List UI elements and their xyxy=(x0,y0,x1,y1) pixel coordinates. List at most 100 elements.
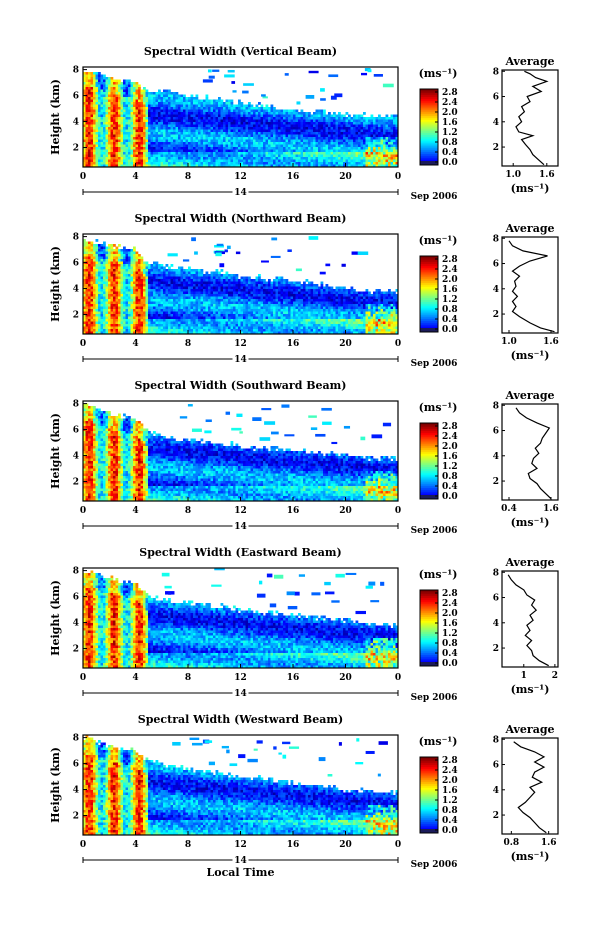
y-axis-label: Height (km) xyxy=(49,413,62,489)
colorbar-frame xyxy=(419,589,439,667)
colorbar-cell xyxy=(420,90,438,94)
colorbar-cell xyxy=(420,827,438,830)
colorbar-cell xyxy=(420,485,438,488)
y-tick-label: 4 xyxy=(73,285,79,295)
colorbar-tick-label: 2.8 xyxy=(442,756,458,766)
colorbar-tick-label: 2.0 xyxy=(442,108,458,118)
average-x-axis-label: (ms⁻¹) xyxy=(511,182,550,195)
average-profile-line xyxy=(515,407,552,500)
colorbar-unit: (ms⁻¹) xyxy=(419,401,458,414)
average-y-tick-label: 2 xyxy=(493,310,499,320)
panel-title: Spectral Width (Eastward Beam) xyxy=(139,546,341,559)
colorbar-cell xyxy=(420,96,438,99)
colorbar-tick-label: 1.2 xyxy=(442,295,458,305)
colorbar-cell xyxy=(420,810,438,813)
date-label: Sep 2006 xyxy=(411,359,458,369)
average-x-axis-label: (ms⁻¹) xyxy=(511,349,550,362)
colorbar-cell xyxy=(420,271,438,274)
colorbar-cell xyxy=(420,316,438,320)
colorbar-cell xyxy=(420,146,438,149)
panel-4: Spectral Width (Westward Beam) 2 4 6 8 Height… xyxy=(49,713,559,879)
average-profile-line xyxy=(515,70,549,166)
average-profile-line xyxy=(513,741,547,834)
average-y-tick-label: 8 xyxy=(493,735,499,745)
colorbar-cell xyxy=(420,294,438,297)
colorbar-cell xyxy=(420,309,438,312)
colorbar-cell xyxy=(420,791,438,794)
colorbar-tick-label: 0.4 xyxy=(442,482,458,492)
colorbar-cell xyxy=(420,483,438,487)
colorbar-cell xyxy=(420,320,438,323)
colorbar-tick-label: 1.2 xyxy=(442,128,458,138)
colorbar-cell xyxy=(420,599,438,602)
x-tick-label: 0 xyxy=(80,840,86,850)
colorbar-cell xyxy=(420,147,438,151)
colorbar-cell xyxy=(420,98,438,101)
x-tick-label: 8 xyxy=(185,840,191,850)
colorbar-cell xyxy=(420,453,438,456)
colorbar-cell xyxy=(420,138,438,141)
y-tick-label: 8 xyxy=(73,400,79,410)
x-tick-label: 0 xyxy=(80,673,86,683)
colorbar-cell xyxy=(420,153,438,156)
x-tick-label: 12 xyxy=(234,506,247,516)
y-tick-label: 8 xyxy=(73,567,79,577)
colorbar-cell xyxy=(420,136,438,139)
colorbar-cell xyxy=(420,491,438,494)
colorbar-cell xyxy=(420,777,438,781)
colorbar-cell xyxy=(420,652,438,655)
x-tick-label: 12 xyxy=(234,172,247,182)
colorbar-tick-label: 2.0 xyxy=(442,609,458,619)
colorbar-cell xyxy=(420,115,438,118)
colorbar-cell xyxy=(420,318,438,321)
colorbar-cell xyxy=(420,770,438,773)
colorbar-cell xyxy=(420,273,438,276)
panel-title: Spectral Width (Vertical Beam) xyxy=(144,45,337,58)
colorbar-cell xyxy=(420,436,438,439)
colorbar-tick-label: 2.4 xyxy=(442,98,458,108)
colorbar-cell xyxy=(420,434,438,437)
x-tick-label: 12 xyxy=(234,673,247,683)
colorbar-cell xyxy=(420,326,438,329)
date-day: 14 xyxy=(234,355,247,365)
colorbar-cell xyxy=(420,603,438,606)
colorbar-cell xyxy=(420,825,438,828)
colorbar-cell xyxy=(420,127,438,130)
colorbar-cell xyxy=(420,614,438,617)
x-tick-label: 4 xyxy=(132,506,138,516)
y-tick-label: 8 xyxy=(73,734,79,744)
x-tick-label: 20 xyxy=(339,339,352,349)
colorbar-cell xyxy=(420,802,438,805)
average-x-tick-label: 1.0 xyxy=(501,337,517,347)
colorbar-cell xyxy=(420,267,438,270)
colorbar-cell xyxy=(420,121,438,124)
colorbar-cell xyxy=(420,149,438,153)
colorbar-cell xyxy=(420,468,438,471)
colorbar-cell xyxy=(420,633,438,636)
colorbar-cell xyxy=(420,493,438,496)
colorbar-cell xyxy=(420,472,438,475)
y-tick-label: 6 xyxy=(73,426,79,436)
average-title: Average xyxy=(504,723,554,736)
colorbar-cell xyxy=(420,656,438,659)
colorbar-cell xyxy=(420,470,438,473)
colorbar-tick-label: 1.6 xyxy=(442,786,458,796)
colorbar-cell xyxy=(420,635,438,638)
colorbar-cell xyxy=(420,94,438,97)
average-y-tick-label: 2 xyxy=(493,477,499,487)
panel-3: Spectral Width (Eastward Beam) 2 4 6 8 Height… xyxy=(49,546,559,703)
colorbar-cell xyxy=(420,328,438,332)
x-tick-label: 16 xyxy=(287,673,300,683)
colorbar-cell xyxy=(420,459,438,462)
colorbar-tick-label: 2.4 xyxy=(442,432,458,442)
colorbar-cell xyxy=(420,119,438,122)
colorbar-unit: (ms⁻¹) xyxy=(419,67,458,80)
panel-title: Spectral Width (Northward Beam) xyxy=(135,212,347,225)
colorbar-tick-label: 1.6 xyxy=(442,285,458,295)
average-y-tick-label: 6 xyxy=(493,594,499,604)
y-tick-label: 4 xyxy=(73,452,79,462)
colorbar-cell xyxy=(420,821,438,824)
colorbar-cell xyxy=(420,144,438,147)
colorbar-tick-label: 1.2 xyxy=(442,629,458,639)
average-x-tick-label: 1.0 xyxy=(505,170,521,180)
